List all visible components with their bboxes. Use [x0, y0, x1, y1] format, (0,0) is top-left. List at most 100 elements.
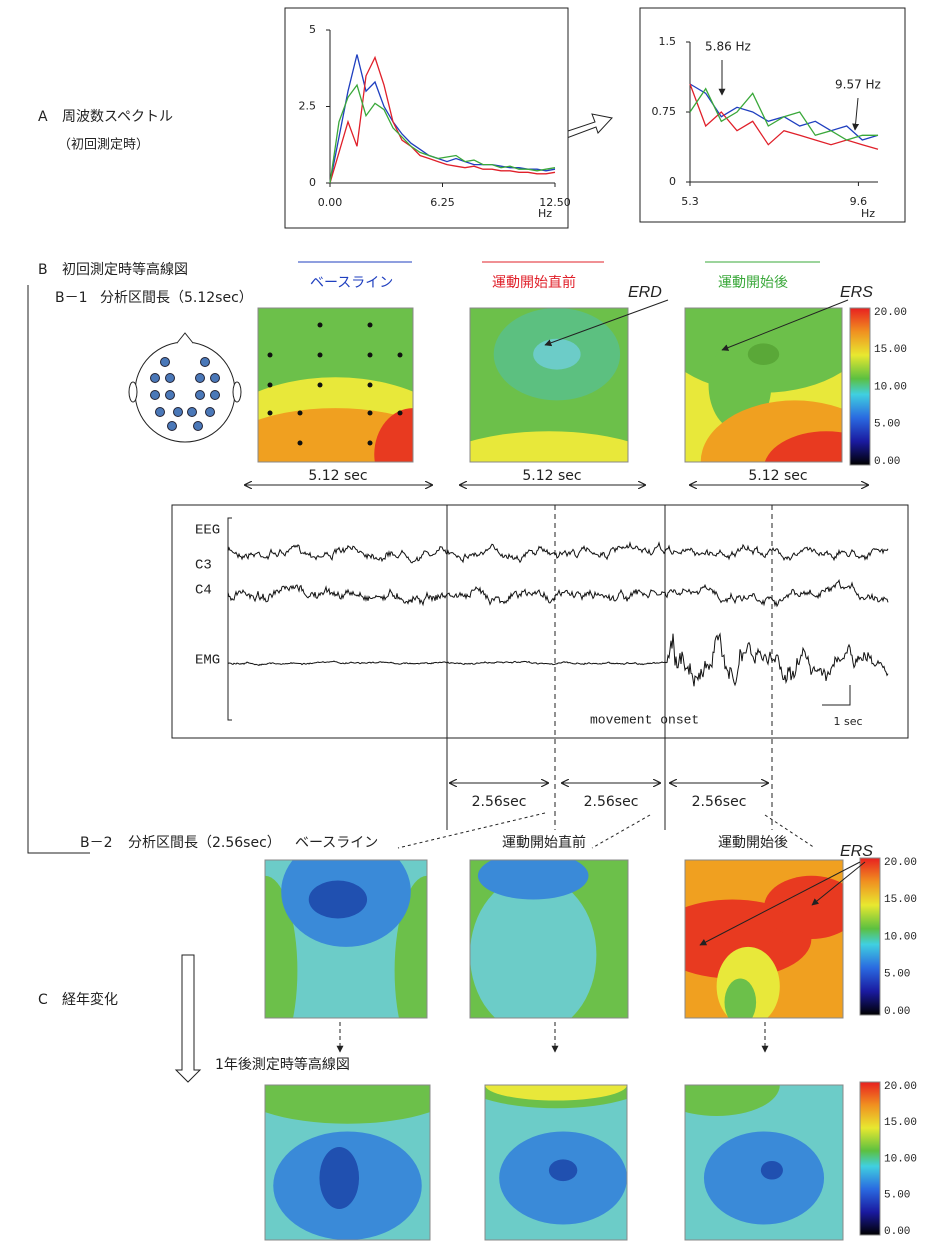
colorbar: [850, 308, 870, 465]
interval: 2.56sec: [472, 794, 527, 810]
duration: 5.12 sec: [522, 468, 581, 484]
contour-level: [764, 876, 859, 939]
electrode: [151, 391, 160, 400]
electrode: [196, 391, 205, 400]
electrode: [318, 323, 323, 328]
contour-level: [725, 979, 757, 1026]
annotation: 9.57 Hz: [835, 78, 881, 92]
arrow: [176, 955, 200, 1082]
x-tick-label: 5.3: [681, 195, 699, 208]
label: A: [38, 109, 48, 125]
scale-bar: [822, 685, 850, 705]
title: 分析区間長（5.12sec）: [100, 290, 253, 306]
electrode: [318, 383, 323, 388]
colorbar-label: 0.00: [874, 456, 900, 468]
contour-level: [309, 881, 367, 919]
annotation: ERS: [840, 284, 873, 301]
condition: ベースライン: [295, 835, 378, 851]
label: B: [38, 262, 48, 278]
y-tick-label: 2.5: [299, 100, 317, 113]
electrode: [298, 411, 303, 416]
y-tick-label: 0: [309, 176, 316, 189]
electrode: [368, 383, 373, 388]
label: B－1: [55, 290, 88, 306]
colorbar-label: 10.00: [874, 381, 907, 393]
head: [135, 342, 235, 442]
contour-level: [533, 339, 580, 370]
x-tick-label: 6.25: [430, 196, 455, 209]
chart-frame: [640, 8, 905, 222]
onset-label: movement onset: [590, 712, 699, 727]
y-tick-label: 0.75: [652, 105, 677, 118]
condition: ベースライン: [310, 275, 393, 291]
contour-level: [549, 1159, 577, 1181]
condition: 運動開始直前: [492, 274, 576, 291]
eeg-trace: [228, 543, 888, 563]
contour-map: [196, 308, 475, 547]
colorbar: [860, 1082, 880, 1235]
label: C: [38, 992, 48, 1008]
contour-level: [478, 852, 589, 899]
electrode: [298, 441, 303, 446]
colorbar-label: 20.00: [884, 1081, 917, 1093]
eeg-box: [172, 505, 908, 738]
colorbar-label: 5.00: [884, 969, 910, 981]
colorbar-label: 20.00: [874, 307, 907, 319]
contour-level: [761, 1161, 783, 1180]
contour-level: [319, 1147, 359, 1209]
electrode: [196, 374, 205, 383]
electrode: [268, 411, 273, 416]
electrode: [194, 422, 203, 431]
contour-level: [704, 1132, 824, 1225]
annotation: ERD: [628, 284, 662, 301]
condition: 運動開始直前: [502, 834, 586, 851]
contour-level: [470, 876, 596, 1034]
electrode: [368, 353, 373, 358]
electrode: [398, 353, 403, 358]
electrode: [318, 353, 323, 358]
contour-map: [232, 1046, 463, 1240]
annotation: 5.86 Hz: [705, 40, 751, 54]
nose: [177, 333, 193, 343]
condition: 運動開始後: [718, 835, 788, 851]
figure: A 周波数スペクトル （初回測定時） B 初回測定時等高線図 B－1 分析区間長…: [0, 0, 930, 1242]
x-tick-label: 0.00: [318, 196, 343, 209]
electrode: [268, 353, 273, 358]
duration: 5.12 sec: [748, 468, 807, 484]
colorbar-label: 15.00: [884, 894, 917, 906]
y-tick-label: 1.5: [659, 35, 677, 48]
electrode: [368, 323, 373, 328]
title: 経年変化: [62, 991, 118, 1008]
colorbar-label: 15.00: [874, 344, 907, 356]
electrode: [368, 441, 373, 446]
electrode: [211, 374, 220, 383]
chart-frame: [285, 8, 568, 228]
colorbar-label: 5.00: [874, 419, 900, 431]
duration: 5.12 sec: [308, 468, 367, 484]
electrode: [368, 411, 373, 416]
ear: [233, 382, 241, 402]
trace-label: C4: [195, 583, 212, 599]
condition: 運動開始後: [718, 275, 788, 291]
electrode: [168, 422, 177, 431]
contour-level: [748, 343, 779, 365]
emg-trace: [228, 634, 888, 687]
link: [592, 815, 650, 848]
trace-label: EMG: [195, 653, 220, 669]
electrode: [156, 408, 165, 417]
electrode: [398, 411, 403, 416]
bracket: [28, 285, 90, 853]
trace-label: C3: [195, 558, 212, 574]
y-tick-label: 0: [669, 175, 676, 188]
title: 分析区間長（2.56sec）: [128, 835, 281, 851]
electrode: [151, 374, 160, 383]
y-tick-label: 5: [309, 23, 316, 36]
title: 周波数スペクトル: [62, 109, 173, 125]
electrode: [166, 391, 175, 400]
electrode: [166, 374, 175, 383]
contour-map: [423, 308, 676, 524]
colorbar-label: 0.00: [884, 1006, 910, 1018]
colorbar-label: 10.00: [884, 931, 917, 943]
colorbar-label: 15.00: [884, 1117, 917, 1129]
x-axis-label: Hz: [538, 207, 552, 220]
